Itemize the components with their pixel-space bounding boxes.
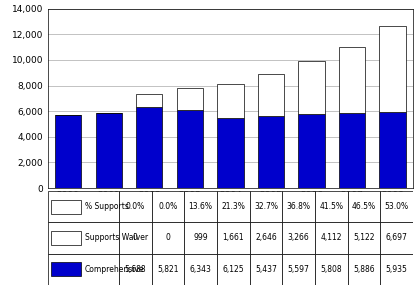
Bar — [298, 114, 325, 188]
Bar — [119, 191, 152, 222]
Bar — [298, 61, 325, 114]
Bar — [136, 107, 163, 188]
Text: 1,661: 1,661 — [223, 233, 244, 243]
Text: 999: 999 — [193, 233, 208, 243]
Bar — [380, 254, 413, 285]
Text: 0.0%: 0.0% — [126, 202, 145, 211]
Text: 0.0%: 0.0% — [158, 202, 178, 211]
Text: 0: 0 — [166, 233, 171, 243]
Bar — [282, 254, 315, 285]
Bar — [379, 26, 406, 112]
Bar — [258, 74, 284, 116]
Bar — [282, 191, 315, 222]
Text: 5,437: 5,437 — [255, 265, 277, 274]
Text: % Supports: % Supports — [85, 202, 128, 211]
Bar — [51, 262, 81, 276]
Bar — [184, 254, 217, 285]
Text: Supports Waiver: Supports Waiver — [85, 233, 148, 243]
Text: 5,821: 5,821 — [157, 265, 179, 274]
Text: 41.5%: 41.5% — [319, 202, 343, 211]
Bar — [347, 222, 380, 254]
Bar — [379, 112, 406, 188]
Bar — [152, 254, 184, 285]
Text: 5,597: 5,597 — [288, 265, 309, 274]
Text: 2,646: 2,646 — [255, 233, 277, 243]
Bar — [347, 254, 380, 285]
Text: 5,808: 5,808 — [320, 265, 342, 274]
Bar — [282, 222, 315, 254]
Text: 13.6%: 13.6% — [189, 202, 213, 211]
Text: 5,688: 5,688 — [125, 265, 146, 274]
Text: 0: 0 — [133, 233, 138, 243]
Bar — [48, 191, 119, 222]
Bar — [95, 113, 122, 188]
Text: 3,266: 3,266 — [288, 233, 309, 243]
Bar — [250, 254, 282, 285]
Bar — [184, 191, 217, 222]
Bar — [339, 47, 365, 113]
Bar — [380, 191, 413, 222]
Text: 46.5%: 46.5% — [352, 202, 376, 211]
Bar — [152, 222, 184, 254]
Bar — [258, 116, 284, 188]
Text: 21.3%: 21.3% — [221, 202, 245, 211]
Bar — [250, 191, 282, 222]
Bar — [315, 222, 347, 254]
Text: 6,697: 6,697 — [386, 233, 407, 243]
Bar — [217, 254, 250, 285]
Text: 32.7%: 32.7% — [254, 202, 278, 211]
Bar — [136, 94, 163, 107]
Text: 5,935: 5,935 — [386, 265, 407, 274]
Bar — [315, 191, 347, 222]
Bar — [51, 200, 81, 214]
Bar — [315, 254, 347, 285]
Bar — [217, 222, 250, 254]
Text: 6,343: 6,343 — [190, 265, 212, 274]
Text: 4,112: 4,112 — [321, 233, 342, 243]
Bar — [380, 222, 413, 254]
Bar — [217, 191, 250, 222]
Bar — [119, 222, 152, 254]
Bar — [250, 222, 282, 254]
Bar — [177, 88, 203, 109]
Bar — [119, 254, 152, 285]
Text: 6,125: 6,125 — [223, 265, 244, 274]
Bar — [339, 113, 365, 188]
Text: 5,122: 5,122 — [353, 233, 374, 243]
Bar — [48, 222, 119, 254]
Bar — [51, 231, 81, 245]
Text: 53.0%: 53.0% — [384, 202, 409, 211]
Bar — [184, 222, 217, 254]
Text: Comprehensive: Comprehensive — [85, 265, 144, 274]
Bar — [217, 84, 244, 118]
Text: 36.8%: 36.8% — [286, 202, 311, 211]
Bar — [55, 115, 81, 188]
Bar — [347, 191, 380, 222]
Bar — [177, 109, 203, 188]
Bar — [48, 254, 119, 285]
Text: 5,886: 5,886 — [353, 265, 375, 274]
Bar — [152, 191, 184, 222]
Bar — [217, 118, 244, 188]
